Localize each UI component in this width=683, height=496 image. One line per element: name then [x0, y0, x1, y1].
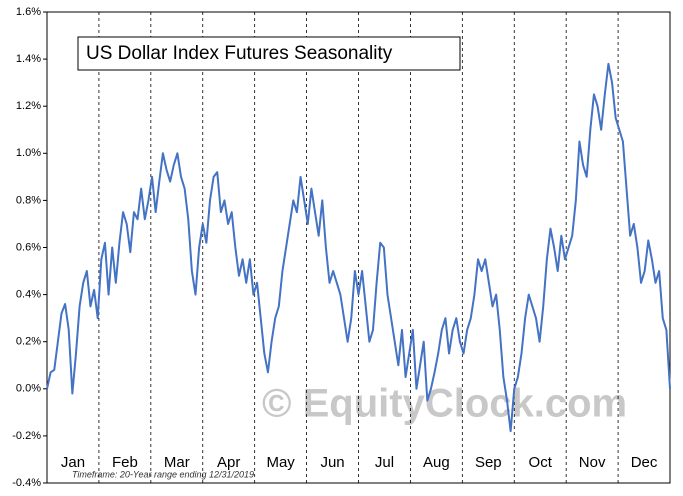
x-tick-label: Mar [164, 454, 190, 471]
y-tick-label: 1.0% [16, 147, 41, 159]
seasonal-line [46, 62, 671, 433]
y-tick-label: 0.8% [16, 194, 41, 206]
x-tick-label: Oct [529, 454, 553, 471]
x-tick-label: Dec [631, 454, 658, 471]
chart-title: US Dollar Index Futures Seasonality [86, 43, 393, 64]
x-tick-label: Jun [320, 454, 344, 471]
x-tick-label: Apr [217, 454, 240, 471]
y-tick-label: 0.4% [16, 289, 41, 301]
y-tick-label: 1.2% [16, 100, 41, 112]
x-tick-label: May [266, 454, 295, 471]
title-box [77, 36, 461, 71]
x-tick-label: Nov [579, 454, 606, 471]
x-tick-label: Jan [61, 454, 85, 471]
y-tick-label: 0.2% [16, 336, 41, 348]
x-tick-label: Aug [423, 454, 450, 471]
y-tick-label: -0.2% [12, 430, 41, 442]
y-tick-label: 1.6% [16, 6, 41, 18]
x-tick-label: Jul [375, 454, 394, 471]
y-tick-label: 0.6% [16, 241, 41, 253]
footnote: Timeframe: 20-Year range ending 12/31/20… [72, 469, 254, 479]
x-tick-label: Sep [475, 454, 502, 471]
y-tick-label: 0.0% [16, 383, 41, 395]
y-tick-label: 1.4% [16, 53, 41, 65]
watermark: © EquityClock.com [262, 382, 627, 426]
y-tick-label: -0.4% [12, 477, 41, 489]
x-tick-label: Feb [112, 454, 138, 471]
